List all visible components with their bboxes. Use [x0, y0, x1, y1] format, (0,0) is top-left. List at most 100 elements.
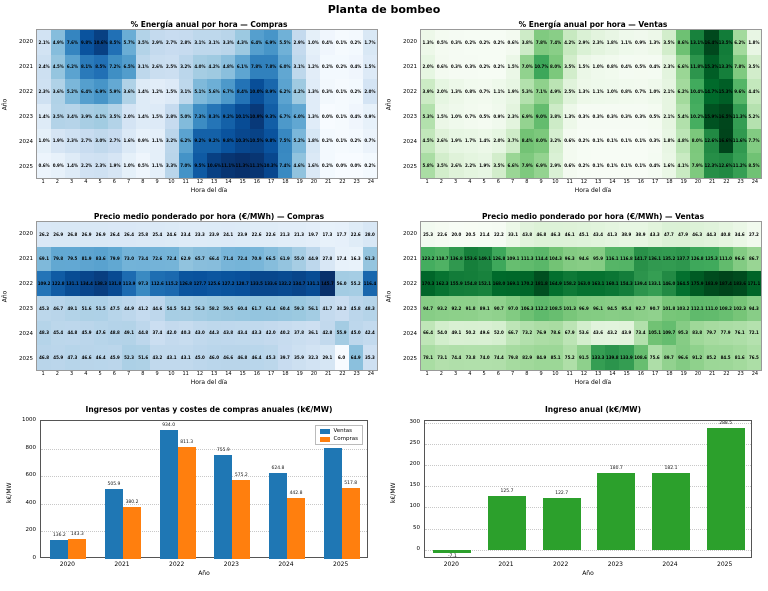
heatmap-cell: 0.4%: [348, 54, 363, 80]
heatmap-cell: 73.2: [520, 320, 535, 346]
x-tick-label: 23: [353, 371, 360, 377]
heatmap-cell: 8.3%: [207, 103, 222, 129]
heatmap-cell: 127.2: [221, 271, 236, 296]
heatmap-cell: 55.0: [292, 246, 307, 272]
heatmap-cell: 48.3: [362, 295, 377, 321]
heatmap-cell: 6.2%: [65, 54, 80, 80]
x-tick-label: 11: [182, 179, 189, 185]
heatmap-cell: 162.3: [435, 271, 450, 296]
heatmap-cell: 123.2: [421, 246, 436, 272]
heatmap-cell: 1.3%: [647, 30, 662, 55]
heatmap-cell: 3.4%: [65, 103, 80, 129]
y-tick-labels: 2020 2021 2022 2023 2024 2025: [10, 221, 36, 371]
heatmap-cell: 2.9%: [548, 153, 563, 178]
heatmap-cell: 45.9: [107, 345, 122, 370]
heatmap-cell: 116.4: [362, 271, 377, 296]
heatmap-cell: 137.7: [676, 246, 691, 272]
heatmap-cell: 1.2%: [150, 79, 165, 104]
heatmap-cell: 50.2: [463, 320, 478, 346]
x-tick-label: 11: [566, 371, 573, 377]
x-tick-label: 6: [496, 371, 500, 377]
heatmap-cell: 0.2%: [463, 30, 478, 55]
heatmap-cell: 116.8: [619, 246, 634, 272]
heatmap-cell: 10.9%: [249, 103, 264, 129]
heatmap-cell: 77.9: [718, 320, 733, 346]
heatmap-cell: 9.0%: [534, 103, 549, 129]
heatmap-cell: 9.8%: [263, 128, 278, 154]
gridline: [425, 507, 751, 509]
heatmap-cell: 3.0%: [93, 128, 108, 154]
bar-ventas: [104, 489, 123, 559]
x-tick-label: 11: [566, 179, 573, 185]
heatmap-body: Año 2020 2021 2022 2023 2024 2025 1.3% 0.5% 0.3% 0…: [384, 29, 768, 179]
heatmap-cell: 3.2%: [178, 54, 193, 80]
heatmap-cell: 126.8: [491, 246, 506, 272]
x-tick-label: 1: [425, 371, 429, 377]
x-tick-label: 16: [253, 179, 261, 185]
y-tick-label: 2024: [403, 138, 417, 145]
bar-ingreso: [706, 427, 745, 550]
heatmap-cell: 0.4%: [619, 54, 634, 80]
heatmap-cell: 46.8: [37, 345, 52, 370]
bar-ventas: [268, 472, 287, 559]
heatmap-cell: 2.9%: [576, 30, 591, 55]
heatmap-cell: 4.8%: [221, 54, 236, 80]
heatmap-cell: 109.1: [506, 246, 521, 272]
y-axis-label-text: Año: [385, 290, 393, 302]
heatmap-cell: 46.3: [548, 222, 563, 247]
x-tick-label: 1: [425, 179, 429, 185]
heatmap-cell: 134.7: [292, 271, 307, 296]
heatmap-cell: 82.9: [520, 345, 535, 370]
heatmap-cell: 0.2%: [576, 128, 591, 154]
y-tick-label: 2020: [19, 38, 33, 45]
heatmap-cell: 29.1: [320, 345, 335, 370]
heatmap-cell: 0.1%: [334, 79, 349, 104]
heatmap-cell: 56.0: [334, 271, 349, 296]
bar-value-label: 934.0: [162, 423, 176, 429]
x-tick-label: 2020: [59, 561, 75, 568]
heatmap-cell: 65.7: [192, 246, 207, 272]
heatmap-cell: 73.4: [136, 246, 151, 272]
heatmap-cell: 46.8: [534, 222, 549, 247]
heatmap-cell: 4.1%: [676, 153, 691, 178]
heatmap-cell: 3.5%: [746, 54, 761, 80]
heatmap-cell: 8.5%: [107, 30, 122, 55]
heatmap-cell: 74.4: [491, 345, 506, 370]
x-tick-label: 22: [723, 179, 730, 185]
y-tick-label: 2025: [403, 163, 417, 170]
heatmap-cell: 3.9%: [421, 79, 436, 104]
x-tick-labels: 1 2 3 4 5 6 7 8 9 10 11 12 13 14 15 16 17 18 19 20 21 22 23 24: [36, 371, 378, 379]
x-tick-label: 19: [296, 179, 303, 185]
heatmap-cell: 15.9%: [704, 103, 719, 129]
heatmap-cell: 51.5: [93, 295, 108, 321]
heatmap-cell: 5.3%: [421, 103, 436, 129]
heatmap-cell: 1.6%: [306, 153, 321, 178]
heatmap-cell: 54.0: [435, 320, 450, 346]
x-tick-label: 3: [454, 179, 458, 185]
heatmap-cell: 126.8: [178, 271, 193, 296]
x-tick-label: 10: [552, 179, 559, 185]
x-tick-label: 6: [496, 179, 500, 185]
heatmap-cell: 94.5: [605, 295, 620, 321]
bar-ingreso: [542, 497, 581, 550]
heatmap-cell: 0.8%: [605, 54, 620, 80]
heatmap-cell: 1.2%: [306, 54, 321, 80]
heatmap-cell: 17.4: [334, 246, 349, 272]
heatmap-cell: 1.9%: [506, 79, 521, 104]
heatmap-cell: 146.0: [661, 271, 676, 296]
heatmap-cell: 1.8%: [306, 128, 321, 154]
y-tick-label: 200: [25, 527, 37, 534]
chart-title: % Energía anual por hora — Ventas: [518, 20, 668, 29]
x-tick-label: 16: [253, 371, 261, 377]
heatmap-cell: 10.6%: [207, 153, 222, 178]
y-tick-label: 2024: [403, 330, 417, 337]
heatmap-cell: 9.2%: [221, 103, 236, 129]
heatmap-cell: 0.0%: [334, 153, 349, 178]
heatmap-matrix: 25.3 22.6 20.0 20.5 21.4 22.2 33.1 43.8 46.8 46.3…: [420, 221, 762, 371]
x-tick-label: 14: [225, 179, 232, 185]
bar-value-label: 517.8: [344, 480, 358, 486]
heatmap-cell: 1.4%: [477, 128, 492, 154]
heatmap-cell: 101.3: [562, 295, 577, 321]
x-tick-label: 22: [339, 371, 346, 377]
heatmap-cell: 79.9: [107, 246, 122, 272]
